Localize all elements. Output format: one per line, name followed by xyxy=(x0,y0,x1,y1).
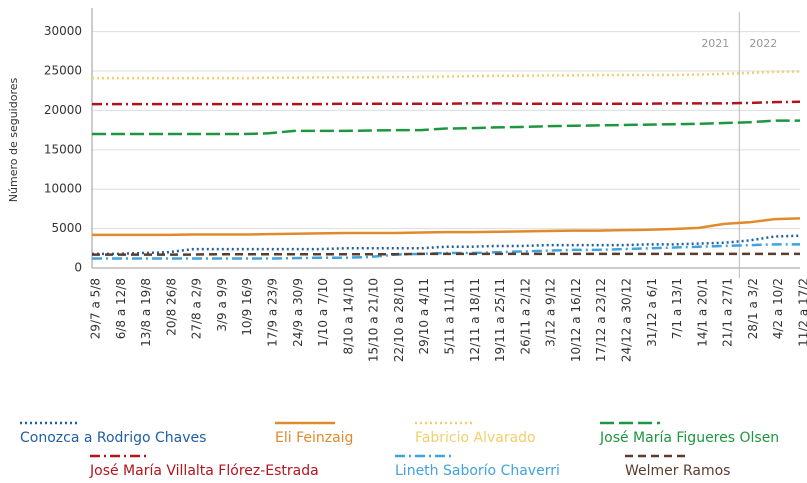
x-tick-label: 12/11 a 18/11 xyxy=(468,278,482,362)
x-tick-label: 6/8 a 12/8 xyxy=(114,278,128,339)
y-tick-label: 25000 xyxy=(44,64,82,78)
x-tick-label: 26/11 a 2/12 xyxy=(518,278,532,355)
x-tick-label: 8/10 a 14/10 xyxy=(341,278,355,355)
x-tick-label: 20/8 26/8 xyxy=(164,278,178,336)
x-tick-label: 3/12 a 9/12 xyxy=(544,278,558,347)
x-tick-label: 24/12 a 30/12 xyxy=(620,278,634,362)
y-tick-label: 10000 xyxy=(44,182,82,196)
x-tick-label: 14/1 a 20/1 xyxy=(695,278,709,347)
x-tick-label: 17/9 a 23/9 xyxy=(266,278,280,347)
legend-label: Eli Feinzaig xyxy=(275,430,353,446)
series-line xyxy=(92,252,800,256)
annotation: 2022 xyxy=(749,37,777,50)
legend-label: Fabricio Alvarado xyxy=(415,430,536,446)
x-tick-label: 11/2 a 17/2 xyxy=(797,278,807,347)
x-tick-label: 10/12 a 16/12 xyxy=(569,278,583,362)
y-tick-label: 5000 xyxy=(51,221,82,235)
series-line xyxy=(92,243,800,260)
legend-label: Welmer Ramos xyxy=(625,463,730,479)
series-line xyxy=(92,234,801,256)
x-tick-label: 22/10 a 28/10 xyxy=(392,278,406,362)
legend-label: José María Figueres Olsen xyxy=(599,430,779,446)
series-line xyxy=(92,100,801,106)
series-line xyxy=(92,217,801,237)
x-tick-label: 29/10 a 4/11 xyxy=(417,278,431,355)
x-tick-label: 10/9 16/9 xyxy=(240,278,254,336)
x-tick-label: 5/11 a 11/11 xyxy=(443,278,457,355)
x-tick-label: 15/10 a 21/10 xyxy=(367,278,381,362)
x-tick-label: 4/2 a 10/2 xyxy=(771,278,785,339)
x-tick-label: 29/7 a 5/8 xyxy=(89,278,103,339)
legend-label: Lineth Saborío Chaverri xyxy=(395,463,560,479)
annotation: 2021 xyxy=(701,37,729,50)
series-line xyxy=(92,70,801,80)
x-tick-label: 31/12 a 6/1 xyxy=(645,278,659,347)
y-tick-label: 0 xyxy=(74,261,82,275)
x-tick-label: 13/8 a 19/8 xyxy=(139,278,153,347)
x-tick-label: 21/1 a 27/1 xyxy=(721,278,735,347)
x-tick-label: 3/9 a 9/9 xyxy=(215,278,229,332)
legend-label: José María Villalta Flórez-Estrada xyxy=(89,463,319,479)
series-line xyxy=(92,119,800,136)
x-tick-label: 27/8 a 2/9 xyxy=(190,278,204,339)
x-tick-label: 19/11 a 25/11 xyxy=(493,278,507,362)
x-tick-label: 28/1 a 3/2 xyxy=(746,278,760,339)
y-axis-label: Número de seguidores xyxy=(7,78,20,203)
x-tick-label: 24/9 a 30/9 xyxy=(291,278,305,347)
x-tick-label: 1/10 a 7/10 xyxy=(316,278,330,347)
y-tick-label: 20000 xyxy=(44,103,82,117)
x-tick-label: 17/12 a 23/12 xyxy=(594,278,608,362)
x-tick-label: 7/1 a 13/1 xyxy=(670,278,684,339)
legend-label: Conozca a Rodrigo Chaves xyxy=(20,430,206,446)
y-tick-label: 30000 xyxy=(44,24,82,38)
y-tick-label: 15000 xyxy=(44,142,82,156)
